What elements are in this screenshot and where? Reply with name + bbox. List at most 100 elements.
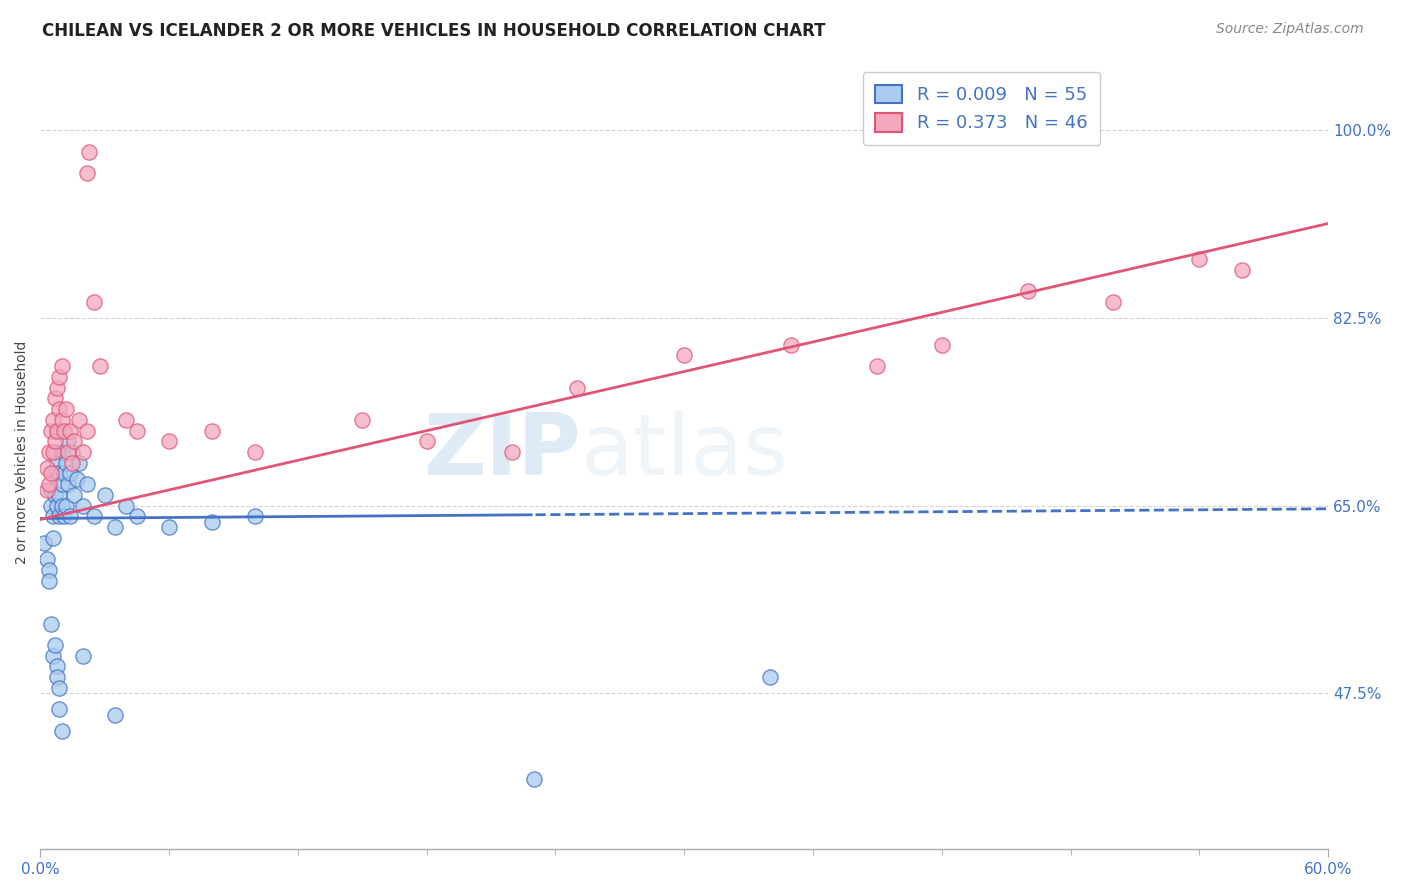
Point xyxy=(501,445,523,459)
Point xyxy=(34,536,56,550)
Point xyxy=(63,434,86,449)
Point xyxy=(46,381,69,395)
Point xyxy=(38,445,60,459)
Point xyxy=(35,461,58,475)
Point xyxy=(48,702,70,716)
Point xyxy=(759,670,782,684)
Point xyxy=(38,563,60,577)
Point xyxy=(67,413,90,427)
Point xyxy=(44,392,66,406)
Point xyxy=(67,456,90,470)
Point xyxy=(65,472,87,486)
Point xyxy=(93,488,115,502)
Point xyxy=(115,413,138,427)
Point xyxy=(39,467,62,481)
Point xyxy=(44,467,66,481)
Text: ZIP: ZIP xyxy=(423,410,581,493)
Point xyxy=(55,402,77,417)
Point xyxy=(352,413,374,427)
Point xyxy=(60,445,83,459)
Point xyxy=(201,424,224,438)
Point xyxy=(46,659,69,673)
Point xyxy=(523,772,546,786)
Point xyxy=(52,424,75,438)
Point xyxy=(48,681,70,695)
Point xyxy=(83,294,105,309)
Point xyxy=(72,445,94,459)
Point xyxy=(104,707,127,722)
Point xyxy=(59,467,82,481)
Point xyxy=(51,723,73,738)
Point xyxy=(44,638,66,652)
Text: CHILEAN VS ICELANDER 2 OR MORE VEHICLES IN HOUSEHOLD CORRELATION CHART: CHILEAN VS ICELANDER 2 OR MORE VEHICLES … xyxy=(42,22,825,40)
Point xyxy=(39,424,62,438)
Point xyxy=(52,509,75,524)
Point xyxy=(55,456,77,470)
Point xyxy=(46,670,69,684)
Y-axis label: 2 or more Vehicles in Household: 2 or more Vehicles in Household xyxy=(15,340,30,564)
Point xyxy=(104,520,127,534)
Point xyxy=(56,434,79,449)
Point xyxy=(46,456,69,470)
Point xyxy=(89,359,111,374)
Point xyxy=(1102,294,1125,309)
Point xyxy=(1188,252,1211,266)
Point xyxy=(51,359,73,374)
Point xyxy=(51,499,73,513)
Point xyxy=(1017,284,1039,298)
Point xyxy=(46,499,69,513)
Point xyxy=(866,359,889,374)
Point xyxy=(415,434,437,449)
Point xyxy=(39,616,62,631)
Point xyxy=(115,499,138,513)
Point xyxy=(125,509,148,524)
Point xyxy=(42,531,65,545)
Legend: R = 0.009   N = 55, R = 0.373   N = 46: R = 0.009 N = 55, R = 0.373 N = 46 xyxy=(863,72,1099,145)
Point xyxy=(51,445,73,459)
Point xyxy=(76,477,98,491)
Point xyxy=(48,488,70,502)
Point xyxy=(44,434,66,449)
Point xyxy=(48,402,70,417)
Point xyxy=(243,445,266,459)
Point xyxy=(39,499,62,513)
Point xyxy=(51,413,73,427)
Point xyxy=(60,456,83,470)
Point xyxy=(42,413,65,427)
Text: atlas: atlas xyxy=(581,410,789,493)
Point xyxy=(201,515,224,529)
Point xyxy=(243,509,266,524)
Point xyxy=(1232,262,1254,277)
Point xyxy=(48,370,70,384)
Point xyxy=(38,574,60,588)
Point xyxy=(55,499,77,513)
Point xyxy=(48,509,70,524)
Point xyxy=(52,467,75,481)
Point xyxy=(51,477,73,491)
Point xyxy=(52,424,75,438)
Point xyxy=(565,381,588,395)
Point xyxy=(35,483,58,497)
Point xyxy=(44,488,66,502)
Point xyxy=(157,520,180,534)
Point xyxy=(83,509,105,524)
Point xyxy=(780,337,803,351)
Point xyxy=(72,499,94,513)
Point xyxy=(42,509,65,524)
Point xyxy=(48,467,70,481)
Point xyxy=(63,488,86,502)
Point xyxy=(42,445,65,459)
Point xyxy=(79,145,101,159)
Point xyxy=(59,509,82,524)
Point xyxy=(59,424,82,438)
Point xyxy=(125,424,148,438)
Point xyxy=(46,424,69,438)
Point xyxy=(72,648,94,663)
Point xyxy=(76,424,98,438)
Point xyxy=(931,337,953,351)
Point xyxy=(673,348,696,362)
Point xyxy=(157,434,180,449)
Point xyxy=(38,477,60,491)
Point xyxy=(44,445,66,459)
Point xyxy=(35,552,58,566)
